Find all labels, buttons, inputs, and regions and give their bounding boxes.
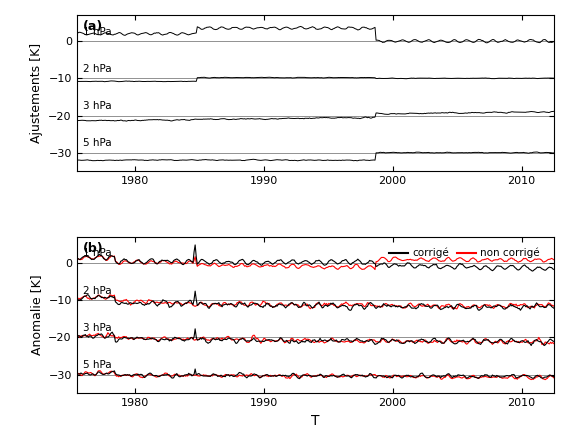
- Text: 2 hPa: 2 hPa: [83, 64, 112, 74]
- Y-axis label: Ajustements [K]: Ajustements [K]: [30, 43, 43, 143]
- Text: 5 hPa: 5 hPa: [83, 360, 112, 370]
- Text: 3 hPa: 3 hPa: [83, 323, 112, 333]
- Text: 5 hPa: 5 hPa: [83, 138, 112, 148]
- Text: 3 hPa: 3 hPa: [83, 101, 112, 111]
- Text: (b): (b): [82, 241, 103, 254]
- Text: (a): (a): [82, 20, 103, 33]
- Text: 1 hPa: 1 hPa: [83, 27, 112, 37]
- Text: 1 hPa: 1 hPa: [83, 248, 112, 258]
- Legend: corrigé, non corrigé: corrigé, non corrigé: [385, 244, 544, 263]
- Y-axis label: Anomalie [K]: Anomalie [K]: [30, 275, 43, 356]
- Text: 2 hPa: 2 hPa: [83, 286, 112, 295]
- X-axis label: T: T: [311, 413, 319, 428]
